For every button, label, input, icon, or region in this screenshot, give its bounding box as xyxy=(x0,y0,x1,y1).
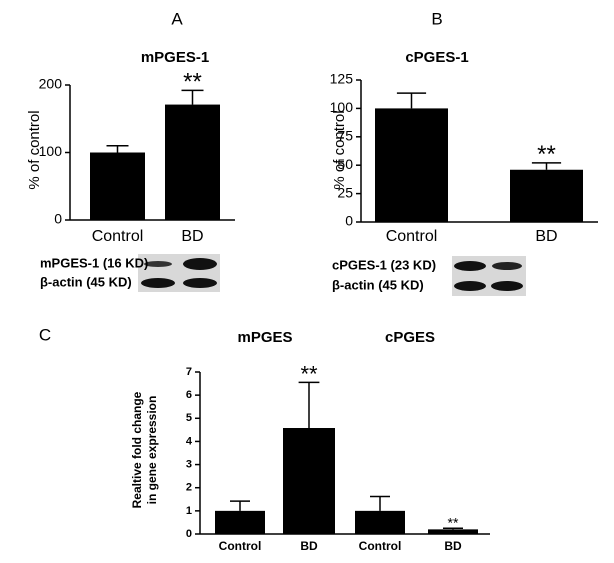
y-axis-label: % of control xyxy=(331,110,348,189)
error-bar xyxy=(396,92,427,109)
x-tick-label: BD xyxy=(535,228,557,245)
y-tick-label: 25 xyxy=(337,184,353,200)
x-tick-label: Control xyxy=(219,539,262,553)
bar xyxy=(375,108,448,222)
bar xyxy=(90,152,145,220)
y-tick-label: 4 xyxy=(186,435,193,447)
x-tick-label: BD xyxy=(444,539,462,553)
y-tick-label: 0 xyxy=(345,213,353,229)
x-tick-label: BD xyxy=(300,539,318,553)
bar xyxy=(215,510,265,534)
group-title: mPGES xyxy=(237,329,292,346)
x-tick-label: Control xyxy=(92,228,144,245)
y-tick-label: 3 xyxy=(186,458,192,470)
error-bar xyxy=(106,145,129,153)
y-tick-label: 75 xyxy=(337,128,353,144)
significance-label: ** xyxy=(300,362,318,387)
y-tick-label: 7 xyxy=(186,366,192,378)
error-bar xyxy=(531,162,562,170)
bar xyxy=(428,529,478,534)
significance-label: ** xyxy=(537,141,556,168)
blot-label: β-actin (45 KD) xyxy=(40,274,132,289)
y-axis-label: % of control xyxy=(26,110,43,189)
y-tick-label: 100 xyxy=(330,99,354,115)
y-tick-label: 100 xyxy=(39,143,63,159)
y-tick-label: 0 xyxy=(54,211,62,227)
group-title: cPGES xyxy=(385,329,435,346)
bar xyxy=(165,104,220,220)
panel-letter: B xyxy=(431,9,442,28)
y-tick-label: 0 xyxy=(186,528,192,540)
chart-title: mPGES-1 xyxy=(141,49,209,66)
blot-label: cPGES-1 (23 KD) xyxy=(332,257,436,272)
y-tick-label: 1 xyxy=(186,505,192,517)
error-bar xyxy=(443,527,463,530)
x-tick-label: BD xyxy=(181,228,203,245)
bar xyxy=(355,510,405,534)
y-tick-label: 125 xyxy=(330,71,354,87)
y-axis-label: Realtive fold change xyxy=(130,391,144,508)
x-tick-label: Control xyxy=(386,228,438,245)
panel-letter: C xyxy=(39,325,51,344)
blot-label: β-actin (45 KD) xyxy=(332,277,424,292)
x-tick-label: Control xyxy=(359,539,402,553)
blot-b xyxy=(452,256,526,296)
y-tick-label: 5 xyxy=(186,412,192,424)
y-tick-label: 50 xyxy=(337,156,353,172)
significance-label: ** xyxy=(448,515,459,531)
y-axis-label: in gene expression xyxy=(145,396,159,505)
significance-label: ** xyxy=(183,69,202,96)
y-tick-label: 2 xyxy=(186,482,192,494)
bar xyxy=(510,169,583,222)
error-bar xyxy=(181,89,204,105)
blot-a xyxy=(138,254,220,292)
error-bar xyxy=(298,381,320,429)
chart-title: cPGES-1 xyxy=(405,49,468,66)
error-bar xyxy=(370,495,390,511)
y-tick-label: 6 xyxy=(186,389,192,401)
bar xyxy=(283,428,335,534)
blot-label: mPGES-1 (16 KD) xyxy=(40,255,148,270)
panel-letter: A xyxy=(171,9,183,28)
y-tick-label: 200 xyxy=(39,76,63,92)
error-bar xyxy=(230,500,250,511)
